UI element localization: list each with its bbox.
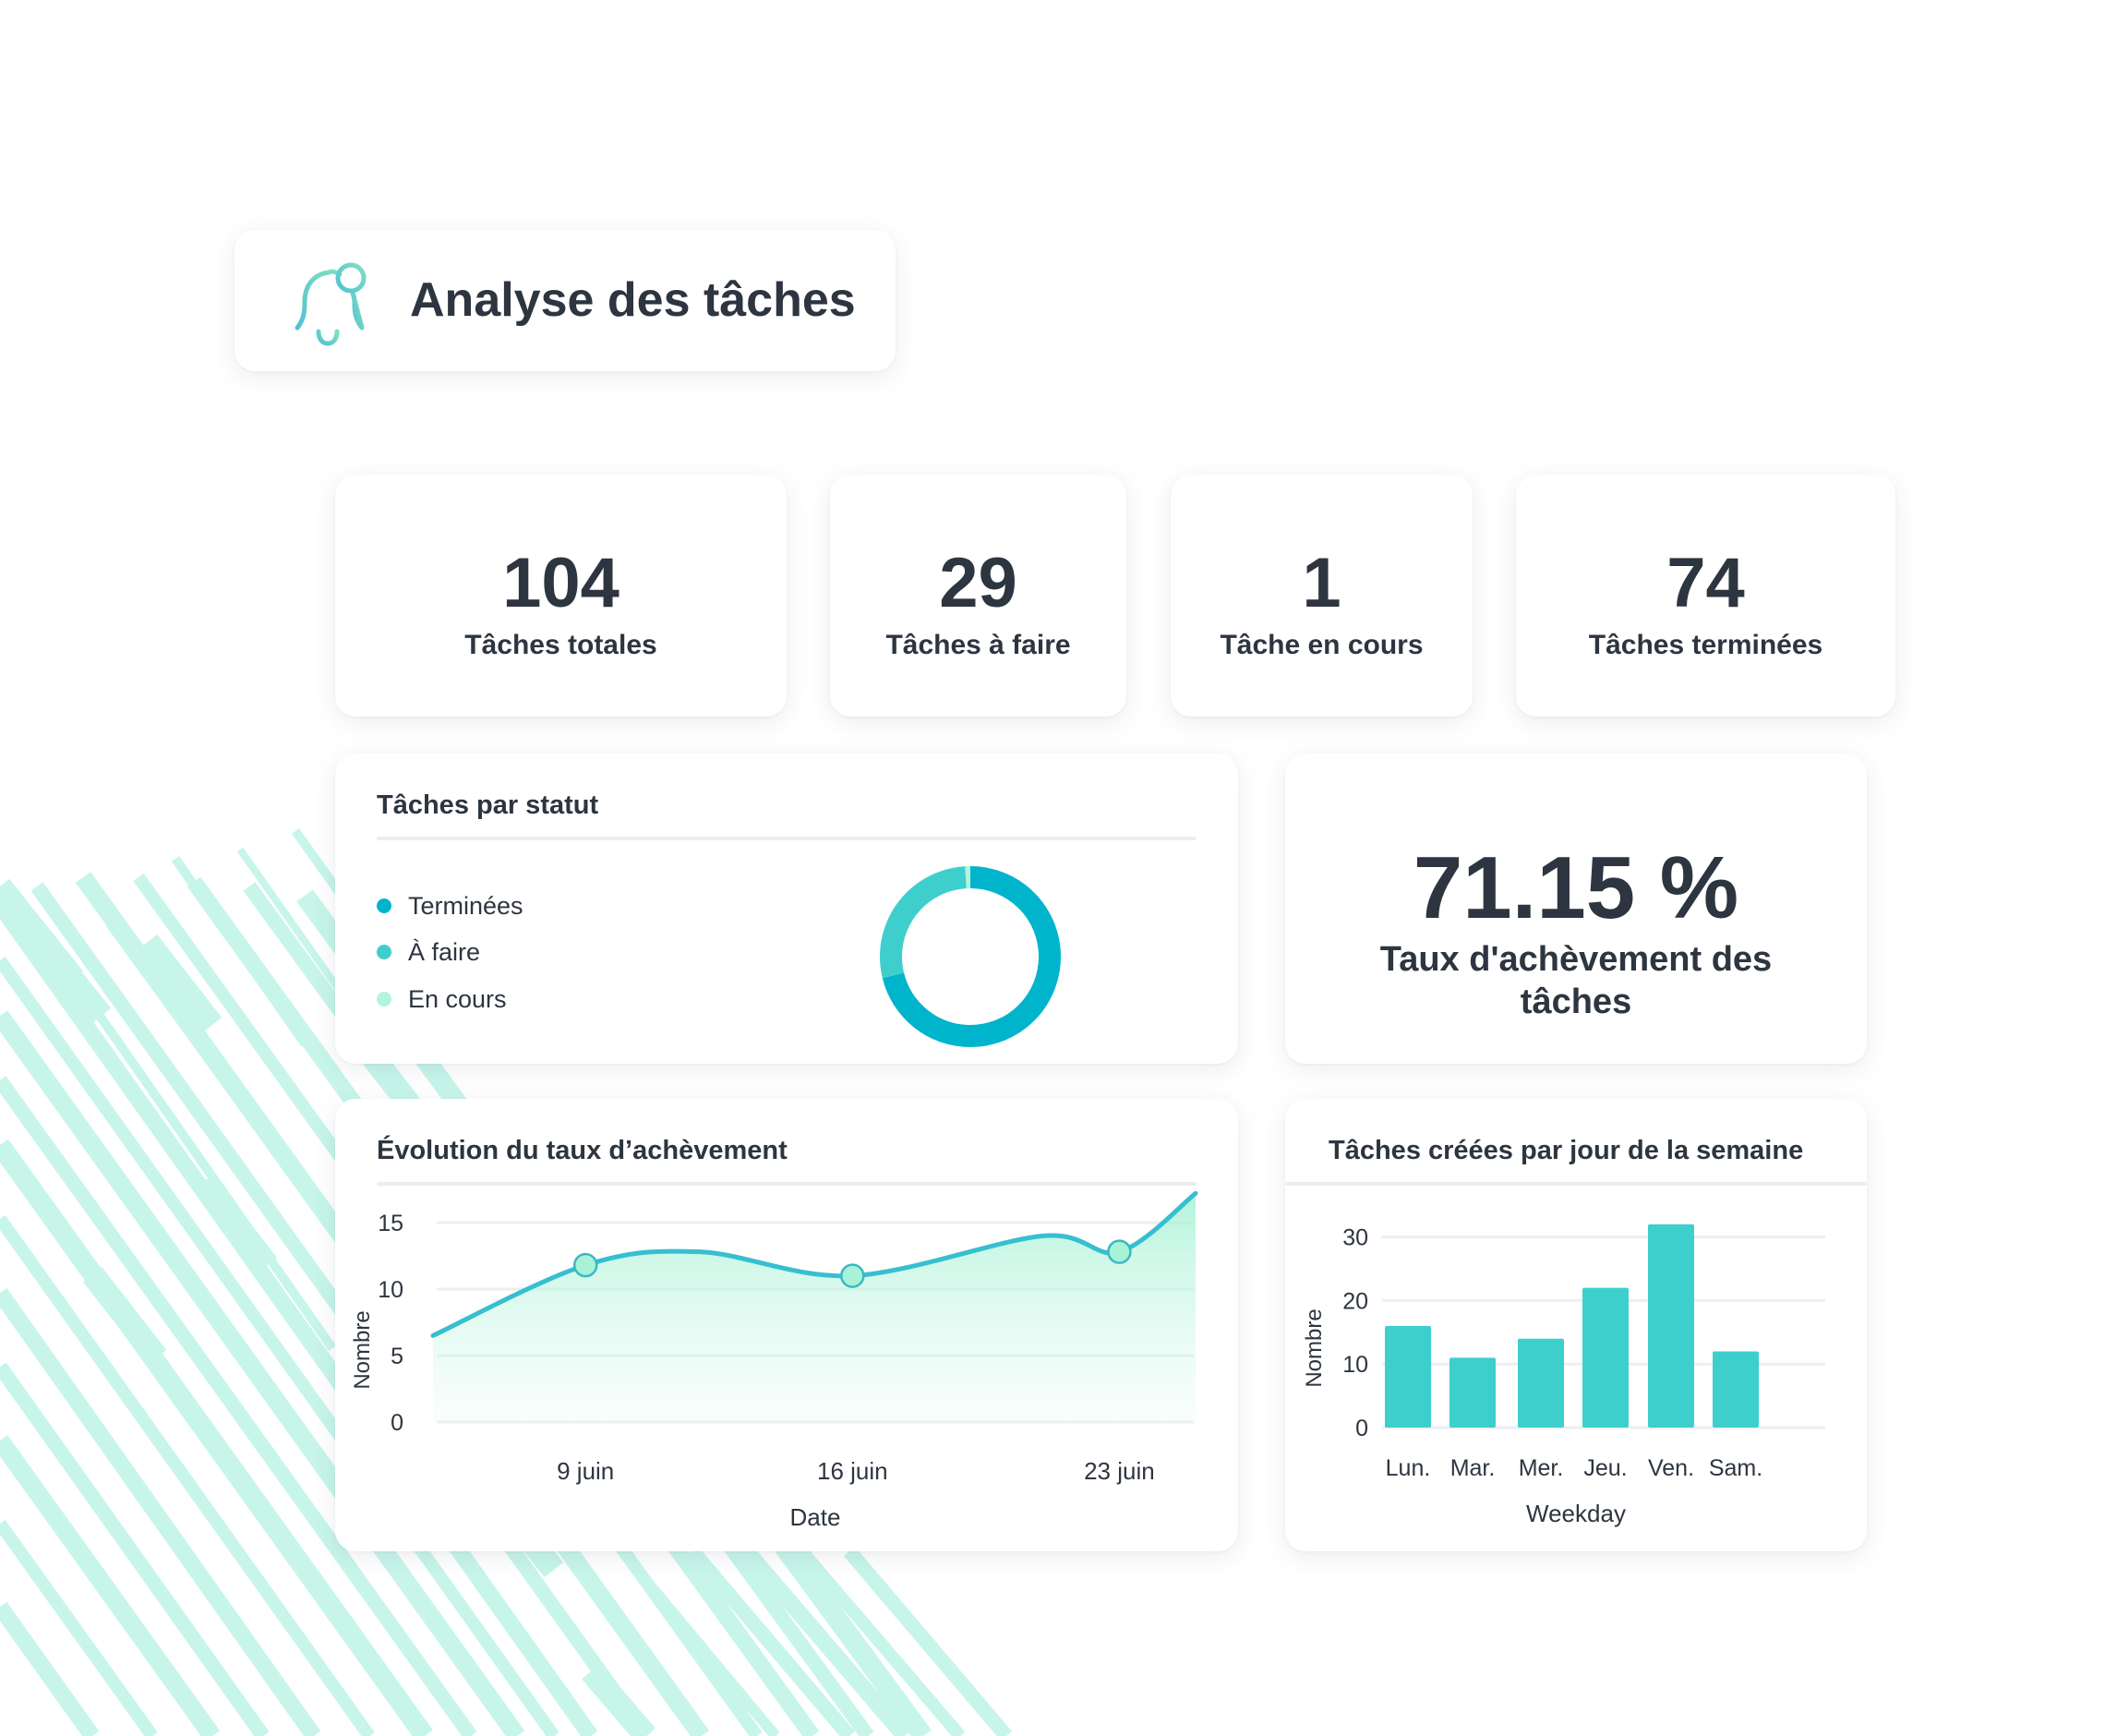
x-tick-label: 23 juin — [1084, 1457, 1155, 1485]
y-tick-label: 0 — [391, 1410, 403, 1436]
x-tick-label: Ven. — [1648, 1455, 1694, 1481]
card-title: Tâches par statut — [377, 790, 599, 820]
background-stripe — [0, 1519, 158, 1736]
background-stripe — [138, 934, 223, 1032]
y-axis-label: Nombre — [350, 1310, 375, 1389]
completion-rate-card: 71.15 % Taux d'achèvement des tâches — [1285, 753, 1867, 1064]
x-tick-label: Mar. — [1450, 1455, 1496, 1481]
background-stripe — [193, 1175, 278, 1272]
area-fill — [433, 1193, 1196, 1422]
stat-card-done-tasks: 74 Tâches terminées — [1516, 475, 1895, 717]
background-stripe — [0, 1435, 221, 1736]
divider — [377, 837, 1197, 840]
completion-rate-value: 71.15 % — [1413, 838, 1739, 937]
data-point-marker — [572, 1252, 598, 1278]
stat-card-total-tasks: 104 Tâches totales — [335, 475, 787, 717]
stat-label: Tâches terminées — [1588, 630, 1823, 660]
background-stripe — [52, 911, 391, 1379]
weekday-bar-chart: 0 10 20 30 Lun. Mar. Mer. Jeu. Ven. Sam. Weekday No… — [1302, 1224, 1825, 1527]
bell-icon — [289, 262, 367, 346]
divider — [377, 1182, 1197, 1186]
divider — [1285, 1182, 1867, 1186]
y-tick-label: 15 — [378, 1211, 403, 1236]
legend-item-todo[interactable]: À faire — [377, 935, 480, 969]
x-tick-label: 16 juin — [817, 1457, 888, 1485]
page-title: Analyse des tâches — [410, 273, 856, 327]
legend-label: En cours — [408, 985, 507, 1013]
y-tick-label: 5 — [391, 1344, 403, 1369]
page-header: Analyse des tâches — [235, 230, 896, 371]
y-tick-label: 0 — [1355, 1416, 1368, 1441]
background-stripe — [0, 1139, 433, 1736]
bar-sam — [1713, 1351, 1759, 1428]
stat-card-in-progress-tasks: 1 Tâche en cours — [1171, 475, 1473, 717]
x-tick-label: Jeu. — [1583, 1455, 1627, 1481]
background-stripe — [686, 1546, 856, 1736]
legend-label: Terminées — [408, 892, 523, 920]
data-point-marker — [840, 1263, 865, 1288]
legend-label: À faire — [408, 938, 481, 966]
background-stripe — [582, 1663, 656, 1736]
completion-rate-label: Taux d'achèvement des tâches — [1379, 940, 1773, 1021]
x-tick-label: Sam. — [1709, 1455, 1762, 1481]
y-axis-label: Nombre — [1302, 1308, 1327, 1387]
background-stripe — [0, 1010, 525, 1736]
card-title: Tâches créées par jour de la semaine — [1329, 1136, 1804, 1165]
stat-card-todo-tasks: 29 Tâches à faire — [830, 475, 1126, 717]
background-stripe — [236, 847, 355, 1009]
background-stripe — [82, 1267, 167, 1365]
y-tick-label: 10 — [1342, 1352, 1368, 1378]
stat-label: Tâche en cours — [1220, 630, 1424, 660]
data-point-marker — [1107, 1239, 1132, 1264]
legend-item-in-progress[interactable]: En cours — [377, 983, 507, 1016]
bar-lun — [1385, 1325, 1431, 1428]
x-tick-label: Lun. — [1386, 1455, 1431, 1481]
x-axis-label: Weekday — [1526, 1500, 1626, 1527]
background-stripe — [632, 1566, 780, 1736]
bar-mer — [1518, 1338, 1564, 1428]
stat-label: Tâches totales — [464, 630, 657, 660]
background-stripe — [0, 1214, 375, 1736]
x-tick-label: Mer. — [1519, 1455, 1564, 1481]
background-stripe — [0, 1601, 100, 1736]
donut-slice-encours — [880, 866, 1061, 1047]
tasks-by-status-card: Tâches par statut Terminées À faire En c… — [335, 753, 1238, 1064]
bar-mar — [1449, 1357, 1496, 1428]
y-tick-label: 20 — [1342, 1288, 1368, 1314]
legend-dot — [377, 991, 391, 1007]
completion-evolution-card: Évolution du taux d’achèvement 0 5 10 15 9 j… — [335, 1099, 1238, 1551]
background-stripe — [18, 915, 112, 1024]
stat-value: 104 — [502, 544, 619, 622]
background-stripe — [0, 956, 559, 1736]
background-stripe — [843, 1546, 1013, 1736]
legend-dot — [377, 898, 391, 913]
card-title: Évolution du taux d’achèvement — [377, 1136, 788, 1165]
background-stripe — [732, 1537, 911, 1736]
stat-value: 74 — [1666, 544, 1745, 622]
background-stripe — [788, 1537, 966, 1736]
background-stripe — [171, 856, 309, 1046]
bar-jeu — [1582, 1287, 1629, 1428]
status-donut-chart — [880, 866, 1061, 1047]
stat-value: 29 — [939, 544, 1017, 622]
legend-dot — [377, 944, 391, 959]
stat-label: Tâches à faire — [885, 630, 1071, 660]
x-tick-label: 9 juin — [557, 1457, 614, 1485]
background-stripe — [0, 899, 598, 1736]
completion-line-chart: 0 5 10 15 9 juin 16 juin 23 juin Date Nombre — [350, 1190, 1198, 1531]
tasks-by-weekday-card: Tâches créées par jour de la semaine 0 10… — [1285, 1099, 1867, 1551]
background-stripe — [0, 1362, 270, 1736]
donut-slice-faire — [880, 866, 1061, 1047]
x-axis-label: Date — [790, 1503, 841, 1531]
background-stripe — [0, 1076, 477, 1736]
background-stripe — [0, 1287, 321, 1736]
y-tick-label: 10 — [378, 1277, 403, 1303]
y-tick-label: 30 — [1342, 1225, 1368, 1251]
bar-ven — [1648, 1224, 1694, 1428]
legend-item-done[interactable]: Terminées — [377, 889, 523, 922]
stat-value: 1 — [1302, 544, 1341, 622]
